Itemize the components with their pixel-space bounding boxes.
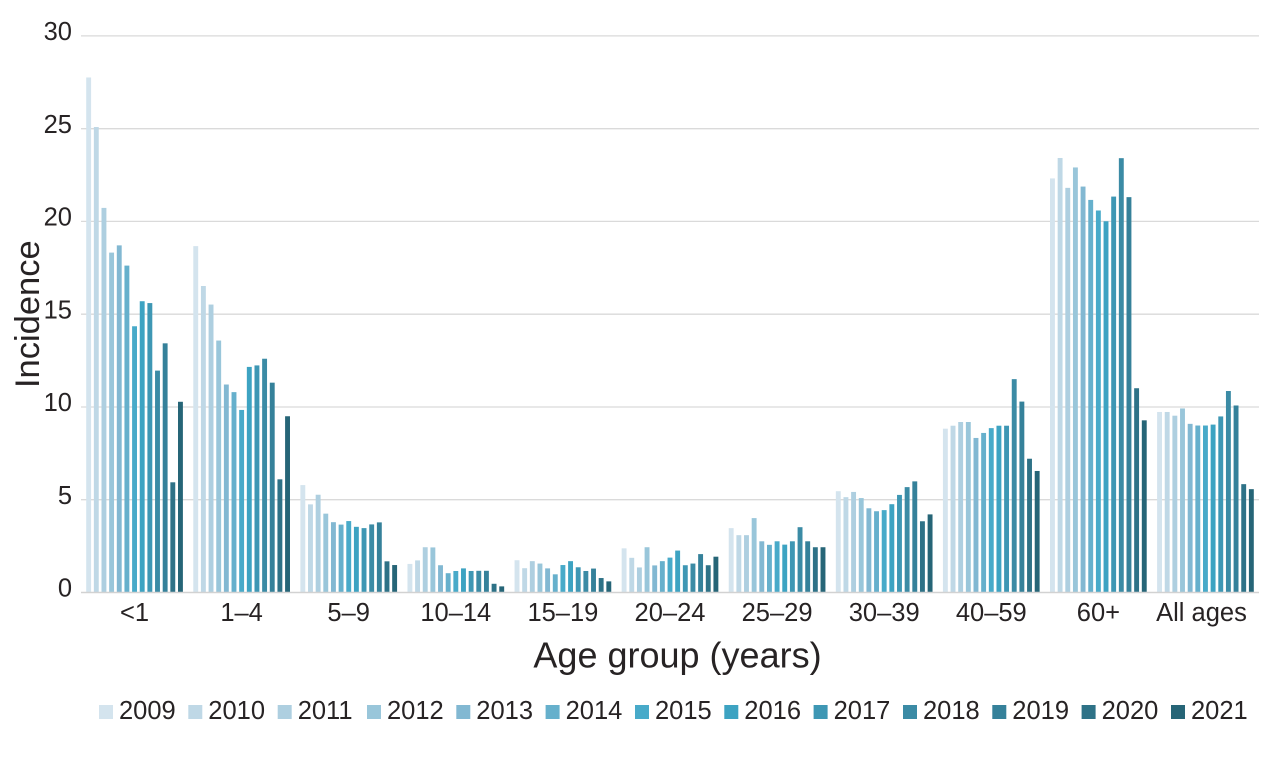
svg-text:2009: 2009 (119, 697, 176, 725)
svg-text:25–29: 25–29 (742, 599, 813, 627)
svg-text:15: 15 (44, 296, 72, 324)
svg-text:2014: 2014 (566, 697, 623, 725)
svg-text:2019: 2019 (1012, 697, 1069, 725)
svg-text:60+: 60+ (1077, 599, 1120, 627)
svg-text:2013: 2013 (476, 697, 533, 725)
svg-text:2010: 2010 (208, 697, 265, 725)
svg-text:25: 25 (44, 111, 72, 139)
svg-text:5–9: 5–9 (327, 599, 370, 627)
svg-text:All ages: All ages (1156, 599, 1247, 627)
svg-text:2018: 2018 (923, 697, 980, 725)
svg-text:20: 20 (44, 204, 72, 232)
svg-text:15–19: 15–19 (527, 599, 598, 627)
svg-text:40–59: 40–59 (956, 599, 1027, 627)
svg-text:2011: 2011 (298, 697, 353, 725)
svg-text:Age group (years): Age group (years) (533, 635, 821, 676)
svg-text:1–4: 1–4 (220, 599, 263, 627)
svg-text:20–24: 20–24 (635, 599, 706, 627)
svg-text:2015: 2015 (655, 697, 712, 725)
svg-text:0: 0 (58, 575, 72, 603)
svg-text:30: 30 (44, 18, 72, 46)
svg-text:2017: 2017 (834, 697, 891, 725)
svg-text:30–39: 30–39 (849, 599, 920, 627)
svg-text:Incidence: Incidence (9, 240, 47, 388)
svg-text:2012: 2012 (387, 697, 444, 725)
svg-text:5: 5 (58, 482, 72, 510)
svg-text:10: 10 (44, 389, 72, 417)
svg-text:10–14: 10–14 (420, 599, 491, 627)
svg-text:2020: 2020 (1102, 697, 1159, 725)
svg-text:2016: 2016 (744, 697, 801, 725)
svg-text:<1: <1 (120, 599, 149, 627)
svg-text:2021: 2021 (1191, 697, 1248, 725)
